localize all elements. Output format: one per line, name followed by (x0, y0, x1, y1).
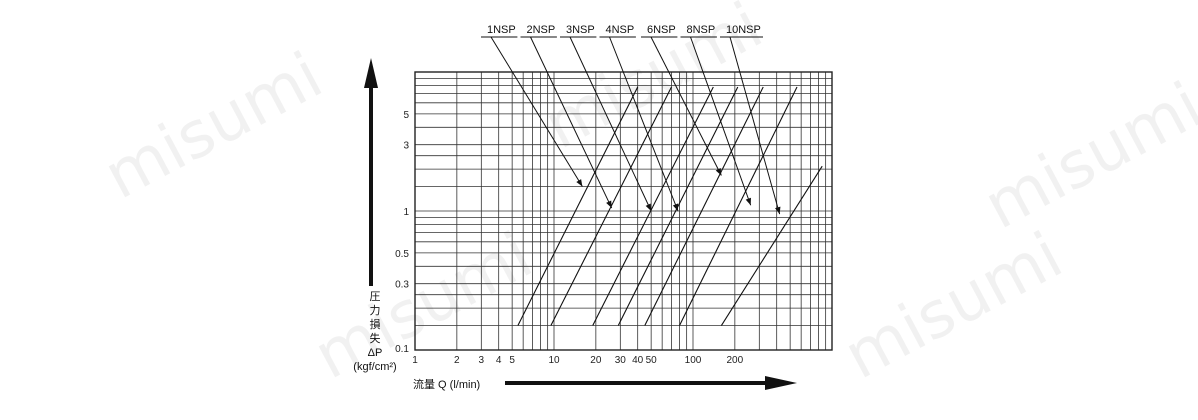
series-label-1nsp: 1NSP (487, 24, 516, 36)
x-axis-label: 流量 Q (l/min) (413, 377, 480, 391)
x-tick-label: 4 (496, 355, 502, 366)
y-tick-labels: 0.1 0.3 0.5 1 3 5 (395, 110, 409, 355)
y-axis-label-line: 損 (370, 317, 381, 331)
series-arrowhead (576, 179, 583, 187)
series-label-3nsp: 3NSP (566, 24, 595, 36)
y-axis-label-line: 力 (370, 304, 381, 317)
x-tick-label: 1 (412, 355, 418, 366)
watermark-text: misumi (303, 219, 544, 394)
x-tick-label: 40 (632, 355, 644, 366)
x-tick-label: 30 (615, 355, 627, 366)
y-axis-label-line: 圧 (370, 291, 381, 303)
series-line-1nsp (517, 86, 639, 326)
x-axis-arrow (505, 376, 797, 390)
series-leader-1nsp (490, 36, 583, 187)
series-line-10nsp (720, 165, 823, 326)
series-leader-3nsp (569, 36, 652, 212)
series-arrowhead (715, 168, 722, 176)
series-line-4nsp (617, 86, 739, 326)
series-arrowhead (645, 203, 652, 211)
y-tick-label: 5 (403, 110, 409, 121)
x-tick-label: 2 (454, 355, 460, 366)
y-axis-label-line: (kgf/cm²) (353, 361, 396, 373)
series-label-10nsp: 10NSP (726, 24, 761, 36)
series-arrowhead (672, 203, 679, 211)
series-label-8nsp: 8NSP (687, 24, 716, 36)
series-leader-2nsp (530, 36, 613, 209)
chart-grid (415, 72, 832, 350)
series-lines (517, 86, 823, 326)
series-line-3nsp (592, 86, 714, 326)
y-tick-label: 3 (403, 141, 409, 152)
watermark-text: misumi (93, 39, 334, 214)
series-arrowhead (606, 200, 612, 209)
x-tick-labels: 1 2 3 4 5 10 20 30 40 50 100 200 (412, 355, 743, 366)
y-axis-label-line: 失 (370, 332, 381, 345)
series-arrowhead (745, 197, 751, 206)
series-line-6nsp (644, 86, 764, 326)
series-leader-4nsp (609, 36, 679, 212)
series-leader-10nsp (729, 36, 781, 215)
series-label-2nsp: 2NSP (527, 24, 556, 36)
y-tick-label: 0.3 (395, 280, 409, 291)
series-label-4nsp: 4NSP (606, 24, 635, 36)
series-leader-8nsp (690, 36, 752, 206)
x-tick-label: 3 (479, 355, 485, 366)
x-tick-label: 10 (548, 355, 560, 366)
y-axis-arrow (364, 58, 378, 286)
y-tick-label: 0.1 (395, 344, 409, 355)
x-tick-label: 50 (646, 355, 658, 366)
y-tick-label: 0.5 (395, 249, 409, 260)
x-tick-label: 100 (685, 355, 702, 366)
x-tick-label: 5 (509, 355, 515, 366)
watermark-text: misumi (833, 219, 1074, 394)
series-label-6nsp: 6NSP (647, 24, 676, 36)
series-line-8nsp (679, 86, 798, 326)
series-labels: 1NSP 2NSP 3NSP 4NSP 6NSP 8NSP 10NSP (481, 24, 781, 215)
x-tick-label: 20 (590, 355, 602, 366)
watermark-text: misumi (973, 69, 1198, 244)
series-leader-6nsp (650, 36, 722, 176)
y-axis-label-line: ΔP (368, 347, 383, 359)
y-tick-label: 1 (403, 207, 409, 218)
x-tick-label: 200 (726, 355, 743, 366)
series-arrowhead (775, 206, 781, 215)
